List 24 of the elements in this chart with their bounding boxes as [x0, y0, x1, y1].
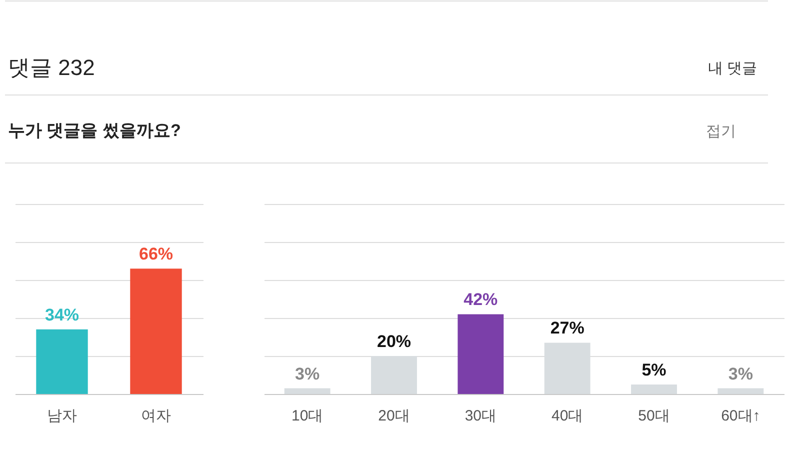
data-label: 66%	[138, 244, 174, 264]
bar	[631, 384, 677, 394]
x-tick-label: 여자	[141, 408, 171, 424]
data-label: 34%	[44, 305, 80, 324]
data-label: 5%	[642, 360, 666, 380]
data-label: 27%	[550, 318, 584, 338]
x-tick-label: 남자	[47, 408, 77, 424]
data-label: 3%	[295, 364, 320, 384]
x-tick-label: 50대	[638, 408, 670, 424]
text: 내 댓글	[708, 60, 757, 77]
data-label: 42%	[464, 290, 498, 310]
bar	[284, 388, 330, 394]
text: 누가 댓글을 썼을까요?	[8, 121, 181, 140]
bar	[458, 314, 504, 394]
bar	[718, 388, 764, 394]
x-tick-label: 30대	[464, 408, 497, 424]
text: 접기	[706, 123, 736, 140]
x-tick-label: 20대	[378, 408, 410, 424]
x-tick-label: 10대	[291, 408, 324, 424]
text: 댓글 232	[8, 55, 95, 80]
data-label: 3%	[728, 364, 753, 384]
x-tick-label: 40대	[551, 408, 584, 424]
x-tick-label: 60대↑	[721, 408, 760, 424]
data-label: 20%	[376, 332, 412, 351]
